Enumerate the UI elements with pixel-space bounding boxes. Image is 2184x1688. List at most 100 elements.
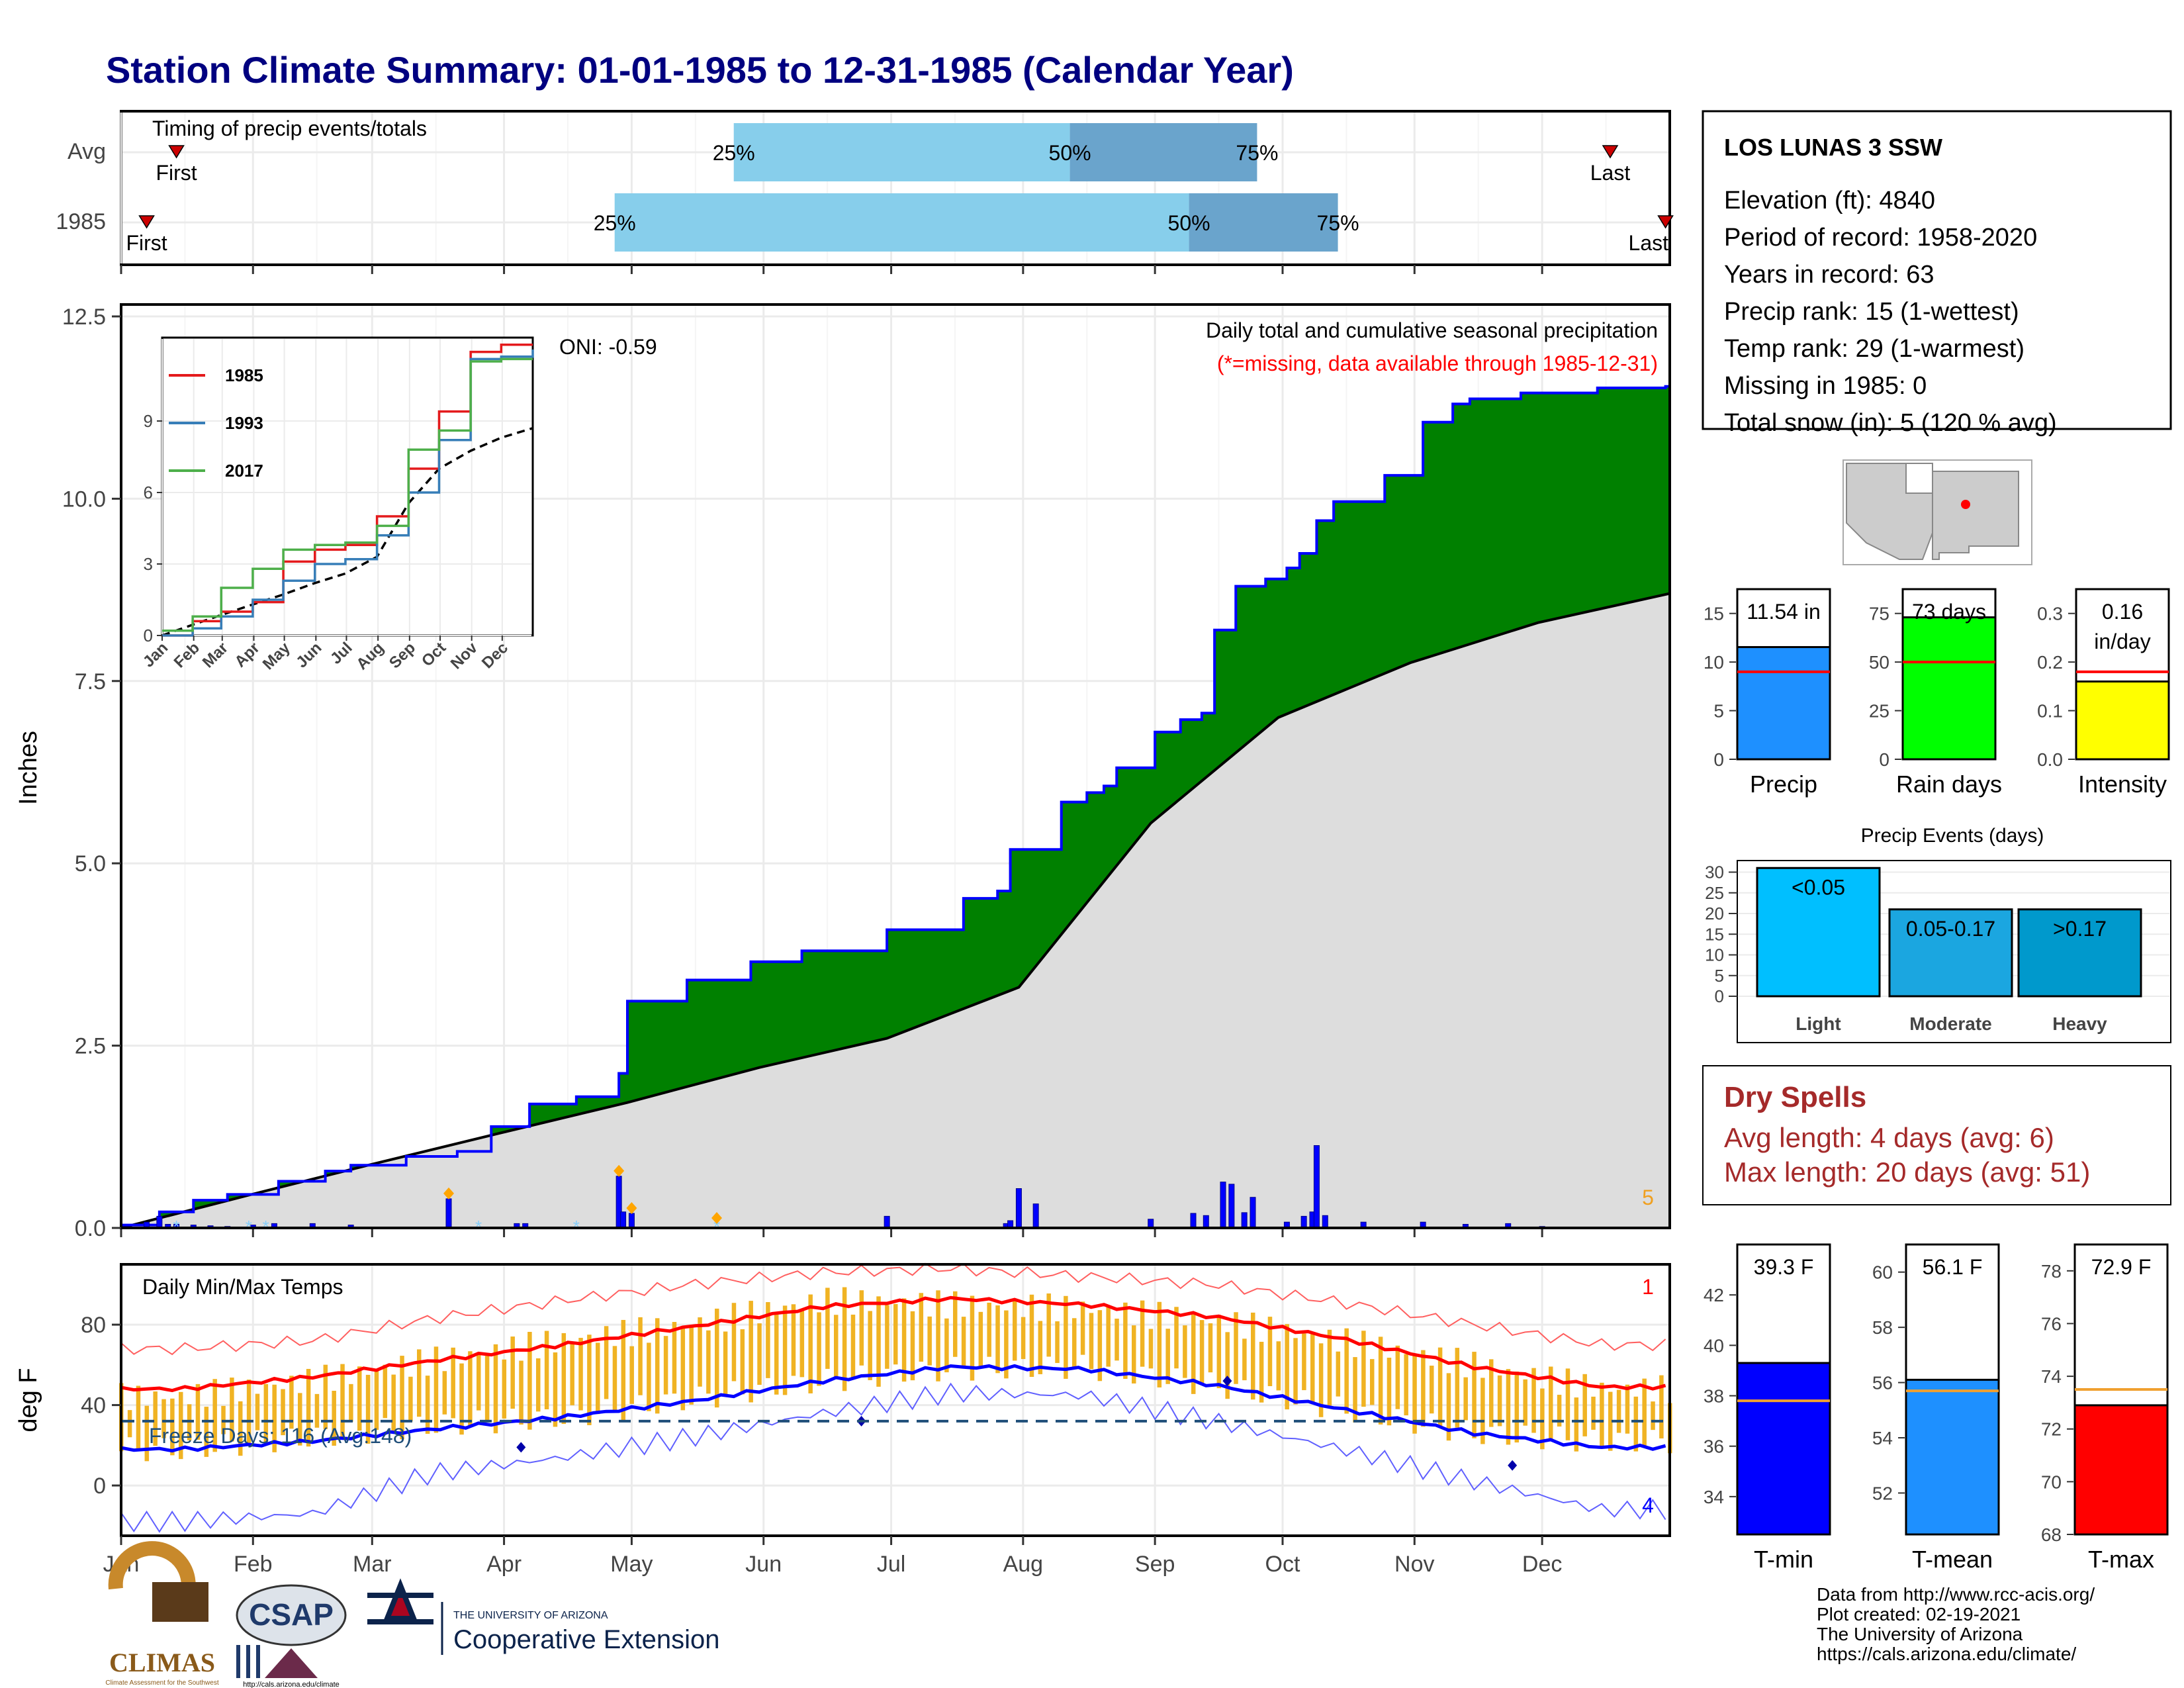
- daily-precip-bar-78: [445, 1198, 452, 1229]
- climas-block: [152, 1582, 208, 1622]
- temp-bar-day-113: [596, 1342, 600, 1415]
- temp-bar-day-329: [1514, 1371, 1520, 1443]
- month-label-Dec: Dec: [1522, 1552, 1562, 1577]
- precip-ytick-label-3: 7.5: [75, 669, 106, 694]
- climas-logo: CLIMAS Climate Assessment for the Southw…: [105, 1541, 219, 1687]
- temp-bar-day-35: [263, 1383, 269, 1444]
- last-event-label-1985: Last: [1629, 231, 1669, 255]
- precip-summary-rain-days-value-label: 73 days: [1912, 600, 1986, 624]
- temp-bar-day-131: [672, 1321, 677, 1394]
- temp-bar-day-279: [1302, 1333, 1306, 1391]
- temp-bar-day-129: [663, 1336, 668, 1395]
- timing-bar-25-50-Avg: [733, 123, 1070, 181]
- temp-bar-day-77: [442, 1371, 447, 1415]
- temp-bar-day-351: [1608, 1391, 1613, 1451]
- temp-bar-day-141: [715, 1308, 719, 1408]
- temp-bar-day-187: [910, 1311, 915, 1381]
- temp-bar-day-111: [587, 1335, 592, 1425]
- temp-bar-day-289: [1344, 1328, 1349, 1414]
- events-category-light: Light: [1796, 1013, 1841, 1034]
- temp-bar-day-37: [272, 1384, 277, 1452]
- temp-bar-day-345: [1582, 1374, 1587, 1436]
- temp-bar-day-293: [1361, 1331, 1366, 1407]
- inset-ytick-label-0: 0: [144, 626, 153, 645]
- csap-logo: CSAP http://cals.arizona.edu/climate: [236, 1584, 347, 1688]
- events-ytick-label-1: 5: [1715, 966, 1724, 986]
- last-event-label-Avg: Last: [1590, 161, 1631, 185]
- temp-bar-day-275: [1285, 1324, 1289, 1410]
- temp-bar-day-171: [842, 1287, 847, 1391]
- record-high-count: 1: [1642, 1275, 1654, 1299]
- inset-frame: [161, 336, 534, 637]
- precip-note: Daily total and cumulative seasonal prec…: [1206, 318, 1658, 342]
- daily-precip-bar-262: [1228, 1184, 1235, 1229]
- temp-summary-t-min-ytick-label-2: 38: [1704, 1386, 1724, 1407]
- temp-bar-day-331: [1523, 1379, 1527, 1426]
- temp-bar-day-191: [927, 1316, 932, 1366]
- footer-line-1: Plot created: 02-19-2021: [1817, 1604, 2021, 1624]
- temp-bar-day-123: [638, 1317, 643, 1395]
- footer-line-3: https://cals.arizona.edu/climate/: [1817, 1644, 2076, 1664]
- temp-bar-day-143: [723, 1331, 728, 1395]
- ua-logo: THE UNIVERSITY OF ARIZONA Cooperative Ex…: [367, 1578, 719, 1655]
- first-event-label-1985: First: [126, 231, 167, 255]
- temp-bar-day-323: [1489, 1359, 1494, 1427]
- timing-row-1985-label: 1985: [56, 209, 106, 234]
- temp-summary-t-max-ytick-label-3: 74: [2041, 1366, 2062, 1387]
- station-detail-2: Years in record: 63: [1724, 261, 1934, 289]
- temp-bar-day-149: [749, 1301, 753, 1403]
- precip-ytick-label-2: 5.0: [75, 851, 106, 876]
- events-ytick-label-0: 0: [1715, 986, 1724, 1006]
- temp-bar-day-99: [536, 1358, 541, 1412]
- temp-bar-day-81: [459, 1363, 464, 1435]
- temp-bar-day-223: [1064, 1295, 1068, 1379]
- temp-panel-label: Daily Min/Max Temps: [142, 1275, 343, 1299]
- temp-bar-day-201: [970, 1295, 975, 1381]
- temp-bar-day-313: [1446, 1373, 1451, 1441]
- temp-bar-day-229: [1089, 1313, 1094, 1370]
- timing-label-50-Avg: 50%: [1049, 141, 1091, 165]
- snow-precip-marker-118: [614, 1164, 625, 1177]
- temp-bar-day-205: [987, 1302, 991, 1357]
- temp-bar-day-335: [1540, 1388, 1545, 1450]
- temp-bar-day-311: [1437, 1347, 1443, 1427]
- temp-bar-day-5: [136, 1385, 141, 1450]
- temp-bar-day-57: [357, 1366, 362, 1431]
- daily-precip-bars: [144, 1145, 1545, 1229]
- daily-precip-bar-253: [1190, 1213, 1197, 1229]
- temp-frame: [120, 1263, 1671, 1537]
- temp-bar-day-33: [255, 1393, 260, 1430]
- csap-text: CSAP: [249, 1597, 334, 1632]
- temp-summary-t-max-ytick-label-4: 76: [2041, 1313, 2062, 1334]
- station-detail-3: Precip rank: 15 (1-wettest): [1724, 298, 2019, 326]
- temp-bar-day-239: [1132, 1325, 1136, 1383]
- temp-bar-day-319: [1472, 1352, 1477, 1438]
- temp-bar-day-307: [1421, 1350, 1426, 1427]
- avg-max-line: [120, 1295, 1666, 1393]
- temp-bar-day-343: [1574, 1397, 1579, 1452]
- dry-spells-box: Dry Spells Avg length: 4 days (avg: 6) M…: [1702, 1065, 2171, 1205]
- station-detail-4: Temp rank: 29 (1-warmest): [1724, 335, 2025, 363]
- temp-summary-t-max-bar: [2073, 1404, 2169, 1536]
- temp-bar-day-145: [731, 1303, 737, 1382]
- daily-precip-bar-256: [1203, 1215, 1209, 1229]
- daily-precip-bar-181: [884, 1215, 890, 1229]
- precip-summary-rain-days-ytick-label-3: 75: [1869, 604, 1889, 624]
- events-title: Precip Events (days): [1861, 825, 2044, 847]
- temp-bar-day-247: [1165, 1329, 1170, 1384]
- temp-bar-day-217: [1038, 1321, 1043, 1374]
- daily-temp-bars: [119, 1287, 1672, 1471]
- inset-gridlines: [161, 339, 531, 636]
- temp-summary-t-min-ytick-label-0: 34: [1704, 1487, 1724, 1507]
- temp-bar-day-195: [944, 1318, 949, 1373]
- temp-bar-day-43: [298, 1393, 302, 1446]
- precip-summary-precip-name: Precip: [1750, 771, 1817, 798]
- temp-ytick-label-0: 0: [93, 1474, 106, 1499]
- temp-bar-day-337: [1549, 1366, 1553, 1440]
- dry-spells-title: Dry Spells: [1724, 1081, 1866, 1113]
- temp-bar-day-363: [1659, 1375, 1664, 1438]
- temp-bar-day-147: [740, 1329, 745, 1395]
- csap-cloud: [236, 1584, 347, 1646]
- csap-bars-icon: [236, 1645, 260, 1678]
